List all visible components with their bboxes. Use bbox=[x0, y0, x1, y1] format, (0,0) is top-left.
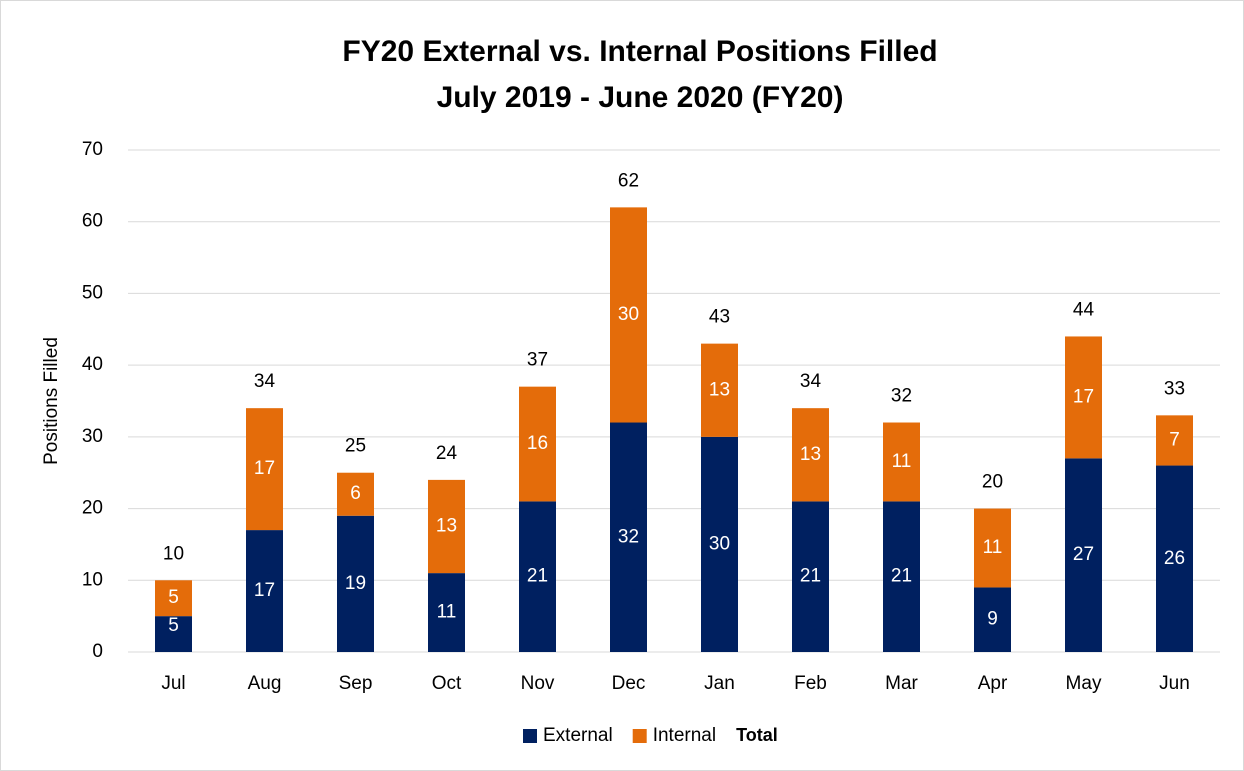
bar-segment bbox=[883, 422, 920, 502]
x-tick-label: Feb bbox=[794, 673, 827, 694]
data-label: 6 bbox=[350, 483, 361, 504]
bar-segment bbox=[610, 207, 647, 423]
legend-label: Internal bbox=[653, 725, 716, 746]
data-label: 11 bbox=[983, 537, 1003, 558]
x-tick-label: May bbox=[1066, 673, 1102, 694]
data-label: 21 bbox=[527, 566, 548, 587]
total-label: 25 bbox=[345, 436, 366, 457]
bar-segment bbox=[246, 408, 283, 531]
bar-segment bbox=[701, 343, 738, 437]
data-label: 27 bbox=[1073, 544, 1094, 565]
x-tick-label: Apr bbox=[978, 673, 1008, 694]
total-label: 32 bbox=[891, 386, 912, 407]
data-label: 17 bbox=[254, 458, 275, 479]
total-label: 34 bbox=[254, 371, 276, 392]
data-label: 21 bbox=[800, 566, 821, 587]
y-axis-label: Positions Filled bbox=[41, 337, 62, 465]
total-label: 34 bbox=[800, 371, 822, 392]
data-label: 17 bbox=[254, 580, 275, 601]
x-tick-label: Nov bbox=[521, 673, 555, 694]
y-tick-label: 50 bbox=[82, 282, 103, 303]
data-label: 17 bbox=[1073, 386, 1094, 407]
x-tick-label: Jan bbox=[704, 673, 735, 694]
data-label: 13 bbox=[709, 379, 730, 400]
data-label: 11 bbox=[892, 451, 912, 472]
bar-segment bbox=[792, 501, 829, 652]
x-tick-label: Mar bbox=[885, 673, 918, 694]
total-label: 43 bbox=[709, 307, 730, 328]
data-label: 21 bbox=[891, 566, 912, 587]
bar-segment bbox=[337, 515, 374, 652]
bar-segment bbox=[155, 616, 192, 652]
data-label: 30 bbox=[618, 304, 639, 325]
bar-segment bbox=[519, 501, 556, 652]
data-label: 32 bbox=[618, 526, 639, 547]
y-tick-label: 60 bbox=[82, 211, 103, 232]
bar-segment bbox=[337, 472, 374, 516]
bar-segment bbox=[1156, 465, 1193, 652]
bar-segment bbox=[1065, 336, 1102, 459]
bar-segment bbox=[428, 573, 465, 652]
bar-segment bbox=[974, 587, 1011, 652]
total-label: 37 bbox=[527, 350, 548, 371]
total-label: 62 bbox=[618, 170, 639, 191]
x-tick-label: Oct bbox=[432, 673, 462, 694]
data-label: 7 bbox=[1169, 429, 1180, 450]
y-tick-label: 20 bbox=[82, 498, 103, 519]
total-label: 24 bbox=[436, 443, 458, 464]
x-tick-label: Dec bbox=[612, 673, 646, 694]
bar-segment bbox=[246, 530, 283, 652]
x-tick-label: Jul bbox=[161, 673, 185, 694]
total-label: 10 bbox=[163, 543, 184, 564]
total-label: 33 bbox=[1164, 378, 1185, 399]
bar-segment bbox=[610, 422, 647, 652]
data-label: 13 bbox=[800, 444, 821, 465]
x-tick-label: Jun bbox=[1159, 673, 1190, 694]
legend-label: Total bbox=[736, 725, 778, 745]
y-tick-label: 40 bbox=[82, 354, 103, 375]
y-tick-label: 70 bbox=[82, 139, 103, 160]
data-label: 30 bbox=[709, 533, 730, 554]
data-label: 19 bbox=[345, 573, 366, 594]
y-tick-label: 10 bbox=[82, 569, 103, 590]
total-label: 20 bbox=[982, 472, 1003, 493]
bar-segment bbox=[428, 479, 465, 574]
bar-segment bbox=[701, 436, 738, 652]
bar-segment bbox=[519, 386, 556, 502]
bar-segment bbox=[1156, 415, 1193, 466]
total-label: 44 bbox=[1073, 299, 1095, 320]
data-label: 26 bbox=[1164, 548, 1185, 569]
legend-swatch bbox=[632, 729, 647, 743]
bar-segment bbox=[792, 408, 829, 502]
bar-segment bbox=[1065, 458, 1102, 652]
y-tick-label: 0 bbox=[92, 641, 103, 662]
data-label: 5 bbox=[168, 587, 179, 608]
data-label: 9 bbox=[987, 609, 998, 630]
chart-title: FY20 External vs. Internal Positions Fil… bbox=[342, 35, 937, 68]
bar-segment bbox=[974, 508, 1011, 588]
data-label: 11 bbox=[437, 602, 457, 623]
y-tick-label: 30 bbox=[82, 426, 103, 447]
legend-swatch bbox=[523, 729, 537, 743]
legend-label: External bbox=[543, 725, 613, 746]
bar-segment bbox=[155, 580, 192, 617]
bar-segment bbox=[883, 501, 920, 652]
x-tick-label: Aug bbox=[248, 673, 282, 694]
data-label: 16 bbox=[527, 433, 548, 454]
chart-subtitle: July 2019 - June 2020 (FY20) bbox=[437, 81, 844, 114]
x-tick-label: Sep bbox=[339, 673, 373, 694]
data-label: 5 bbox=[168, 615, 179, 636]
data-label: 13 bbox=[436, 516, 457, 537]
